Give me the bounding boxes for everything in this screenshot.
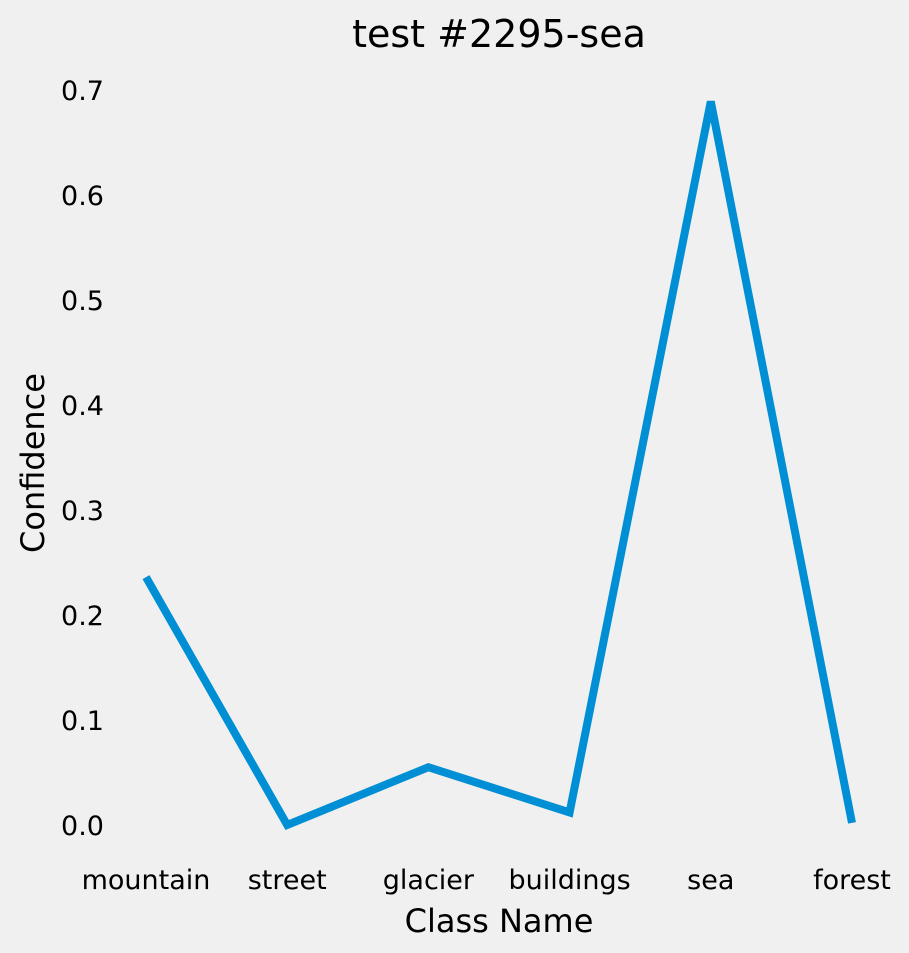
chart-title: test #2295-sea	[352, 12, 646, 56]
x-tick-label: mountain	[82, 865, 211, 896]
y-axis: 0.0 0.1 0.2 0.3 0.4 0.5 0.6 0.7	[61, 76, 104, 842]
y-tick-label: 0.5	[61, 286, 104, 317]
y-tick-label: 0.7	[61, 76, 104, 107]
x-axis-title: Class Name	[405, 902, 594, 940]
x-tick-label: forest	[813, 865, 891, 896]
y-tick-label: 0.6	[61, 181, 104, 212]
x-axis: mountain street glacier buildings sea forest	[82, 865, 891, 896]
y-tick-label: 0.1	[61, 706, 104, 737]
confidence-series-line	[142, 100, 856, 831]
x-tick-label: glacier	[383, 865, 475, 896]
x-tick-label: buildings	[508, 865, 630, 896]
y-tick-label: 0.3	[61, 496, 104, 527]
y-tick-label: 0.4	[61, 391, 104, 422]
x-tick-label: street	[248, 865, 327, 896]
y-axis-title: Confidence	[14, 373, 52, 553]
x-tick-label: sea	[687, 865, 734, 896]
series-group	[142, 100, 856, 831]
y-tick-label: 0.2	[61, 601, 104, 632]
y-tick-label: 0.0	[61, 811, 104, 842]
